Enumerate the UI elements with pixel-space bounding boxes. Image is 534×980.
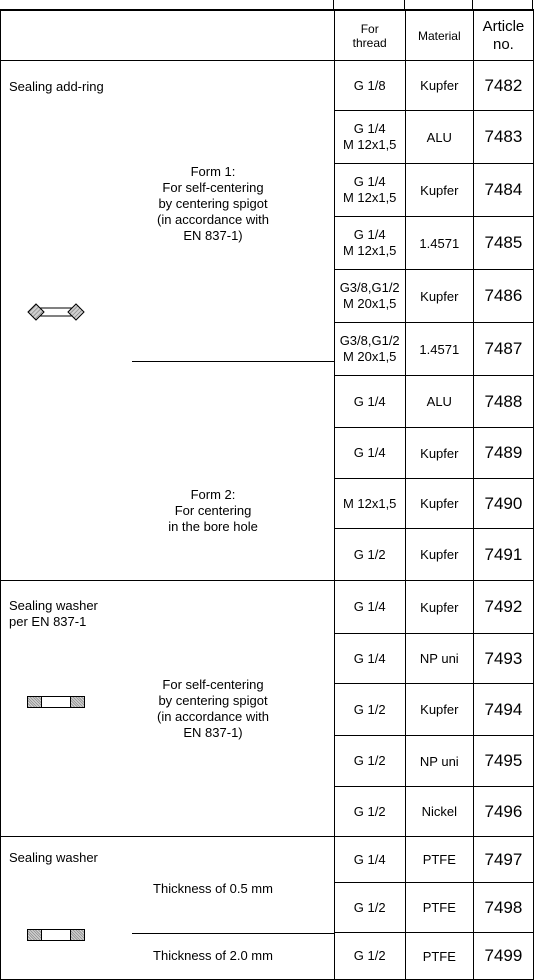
header-article-no-text: Article no. [482,17,525,53]
group-label: Sealing add-ring [9,79,104,94]
form-description: Thickness of 0.5 mm [153,881,273,896]
form-divider-line [132,361,334,362]
material-cell: ALU [404,375,474,428]
article-no-cell: 7482 [472,60,534,111]
header-material: Material [404,10,474,61]
sealing-parts-table: For thread Material Article no. Sealing … [0,10,534,980]
material-cell: NP uni [404,735,474,787]
table-row: G 1/2 Nickel 7496 [1,786,534,837]
material-cell: PTFE [404,932,474,980]
article-no-cell: 7483 [472,110,534,164]
thread-cell: G 1/4 [333,580,406,634]
table-row: Sealing add-ring Form 1: For self-center… [0,60,534,581]
header-for-thread-text: For thread [352,21,387,50]
material-cell: Kupfer [404,269,474,323]
thread-cell: G3/8,G1/2 M 20x1,5 [333,269,406,323]
table-row: G 1/4 M 12x1,5 Kupfer 7484 [1,163,534,217]
material-cell: Kupfer [404,683,474,736]
material-cell: PTFE [404,882,474,933]
article-no-cell: 7490 [472,478,534,529]
group-label: Sealing washer [9,850,98,865]
table-row: M 12x1,5 Kupfer 7490 [1,478,534,529]
material-cell: PTFE [404,836,474,883]
form-description: Form 1: For self-centering by centering … [157,164,269,243]
top-column-divider [404,0,405,10]
table-header-row: For thread Material Article no. [0,10,534,61]
table-row: G 1/2 NP uni 7495 [1,735,534,787]
thread-cell: G 1/4 [333,836,406,883]
material-cell: NP uni [404,633,474,684]
sealing-washer-icon [27,696,85,708]
material-cell: Kupfer [404,478,474,529]
table-row: G3/8,G1/2 M 20x1,5 1.4571 7487 [1,322,534,376]
table-row: G 1/2 Kupfer 7491 [1,528,534,581]
thread-cell: G 1/2 [333,528,406,581]
article-no-cell: 7492 [472,580,534,634]
article-no-cell: 7489 [472,427,534,479]
top-column-divider [532,0,533,10]
top-column-divider [472,0,473,10]
table-row: Sealing washer per EN 837-1 For self-cen… [0,580,534,837]
thread-cell: G 1/4 M 12x1,5 [333,110,406,164]
article-no-cell: 7498 [472,882,534,933]
thread-cell: G3/8,G1/2 M 20x1,5 [333,322,406,376]
form-description: Form 2: For centering in the bore hole [168,487,258,534]
article-no-cell: 7485 [472,216,534,270]
thread-cell: G 1/4 M 12x1,5 [333,216,406,270]
article-no-cell: 7488 [472,375,534,428]
table-row: G 1/4 ALU 7488 [1,375,534,428]
header-description-cell [0,10,335,61]
article-no-cell: 7491 [472,528,534,581]
material-cell: Nickel [404,786,474,837]
top-column-divider [333,0,334,10]
material-cell: Kupfer [404,163,474,217]
material-cell: ALU [404,110,474,164]
article-no-cell: 7495 [472,735,534,787]
thread-cell: G 1/2 [333,882,406,933]
article-no-cell: 7494 [472,683,534,736]
thread-cell: G 1/4 [333,633,406,684]
sealing-ring-diamond-icon [27,303,85,321]
sealing-washer-icon [27,929,85,941]
thread-cell: G 1/2 [333,786,406,837]
material-cell: 1.4571 [404,322,474,376]
thread-cell: G 1/2 [333,932,406,980]
header-article-no: Article no. [472,10,534,61]
group-sealing-washer-en837: Sealing washer per EN 837-1 For self-cen… [0,580,335,837]
article-no-cell: 7493 [472,633,534,684]
thread-cell: M 12x1,5 [333,478,406,529]
table-row: G3/8,G1/2 M 20x1,5 Kupfer 7486 [1,269,534,323]
material-cell: Kupfer [404,580,474,634]
form-divider-line [132,933,334,934]
table-row: G 1/4 Kupfer 7489 [1,427,534,479]
thread-cell: G 1/8 [333,60,406,111]
group-label: Sealing washer per EN 837-1 [9,598,98,629]
thread-cell: G 1/4 M 12x1,5 [333,163,406,217]
article-no-cell: 7486 [472,269,534,323]
group-sealing-washer: Sealing washer Thickness of 0.5 mm Thick… [0,836,335,980]
material-cell: 1.4571 [404,216,474,270]
article-no-cell: 7496 [472,786,534,837]
table-row: G 1/4 M 12x1,5 1.4571 7485 [1,216,534,270]
material-cell: Kupfer [404,427,474,479]
thread-cell: G 1/4 [333,375,406,428]
article-no-cell: 7499 [472,932,534,980]
table-row: G 1/4 NP uni 7493 [1,633,534,684]
form-description: Thickness of 2.0 mm [153,948,273,963]
article-no-cell: 7487 [472,322,534,376]
material-cell: Kupfer [404,60,474,111]
thread-cell: G 1/2 [333,735,406,787]
form-description: For self-centering by centering spigot (… [157,677,269,740]
table-row: G 1/2 PTFE 7499 [1,932,534,980]
header-for-thread: For thread [333,10,406,61]
group-sealing-add-ring: Sealing add-ring Form 1: For self-center… [0,60,335,581]
thread-cell: G 1/2 [333,683,406,736]
table-row: Sealing washer Thickness of 0.5 mm Thick… [0,836,534,980]
top-border-line [0,9,534,10]
article-no-cell: 7484 [472,163,534,217]
table-row: G 1/2 Kupfer 7494 [1,683,534,736]
article-no-cell: 7497 [472,836,534,883]
thread-cell: G 1/4 [333,427,406,479]
material-cell: Kupfer [404,528,474,581]
